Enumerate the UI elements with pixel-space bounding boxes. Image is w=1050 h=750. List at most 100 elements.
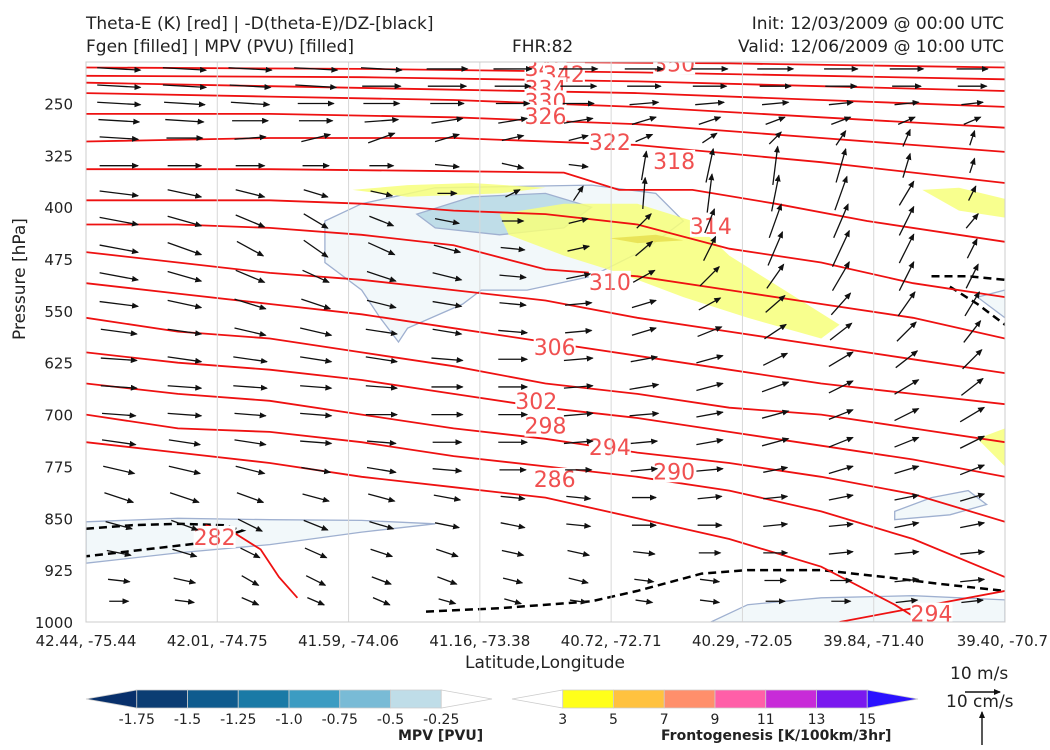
wind-vector (894, 576, 920, 583)
wind-vector (563, 438, 594, 445)
wind-vector (235, 269, 266, 283)
wind-vector (302, 493, 330, 503)
fgen-colorbar-swatch (714, 689, 767, 709)
theta-e-label-bg (193, 525, 236, 548)
wind-vector (235, 214, 266, 228)
wind-vector (172, 548, 198, 558)
mpv-colorbar-title: MPV [PVU] (398, 728, 484, 744)
wind-vector (303, 189, 329, 199)
wind-vector (501, 134, 525, 142)
fgen-colorbar-swatch (765, 689, 817, 709)
plot-frame (85, 61, 1006, 623)
y-tick-label: 1000 (35, 614, 73, 632)
wind-vector (99, 216, 140, 227)
mpv-colorbar-swatch (339, 689, 391, 709)
wind-vector (833, 203, 849, 239)
init-time: Init: 12/03/2009 @ 00:00 UTC (751, 14, 1004, 34)
wind-vector (433, 494, 462, 502)
wind-vector (168, 465, 202, 476)
wind-vector (241, 575, 260, 586)
wind-vector (369, 215, 395, 227)
wind-vector (229, 84, 272, 91)
wind-vector (371, 576, 392, 585)
mpv-colorbar-swatch (136, 689, 188, 709)
theta-e-label: 294 (910, 603, 952, 628)
fgen-colorbar-swatch (816, 689, 868, 709)
wind-vector (697, 493, 723, 500)
mpv-colorbar-tick: -1.75 (119, 712, 155, 728)
theta-e-label: 286 (534, 468, 576, 493)
wind-vector (698, 297, 722, 311)
theta-e-label: 318 (653, 150, 695, 175)
wind-vector (234, 298, 267, 310)
wind-vector (235, 189, 266, 199)
wind-vector (294, 66, 339, 73)
wind-vector (233, 384, 268, 391)
wind-vector (695, 99, 726, 106)
wind-vector (235, 465, 266, 475)
wind-vector (366, 439, 397, 446)
wind-vector (635, 240, 654, 257)
y-tick-label: 775 (44, 458, 73, 476)
stability-contour (931, 275, 1005, 282)
y-tick-label: 850 (44, 510, 73, 528)
wind-vector (965, 263, 979, 289)
wind-vector (173, 577, 197, 585)
wind-vector (167, 242, 203, 256)
wind-vector (366, 466, 397, 475)
wind-vector (234, 412, 267, 419)
theta-e-label: 326 (525, 105, 567, 130)
wind-vector (167, 328, 203, 337)
wind-vector (771, 174, 781, 212)
wind-vector (502, 577, 524, 585)
filled-fields (86, 183, 1005, 622)
wind-vector (960, 377, 984, 396)
wind-vector (300, 356, 333, 364)
theta-e-contour (86, 137, 1005, 184)
theta-e-contour (86, 413, 1005, 578)
theta-e-label-bg (588, 270, 631, 293)
wind-vector (963, 116, 982, 125)
axes: 250 325 400 475 550 625 700 775 850 925 100042.44,… (35, 61, 1048, 650)
wind-vector (167, 215, 203, 228)
theta-e-contour (86, 223, 1005, 340)
wind-vector (99, 190, 140, 198)
mpv-region (894, 489, 989, 521)
stability-contours (86, 275, 1005, 613)
wind-vector (100, 384, 138, 391)
y-tick-label: 925 (44, 562, 73, 580)
wind-vector (629, 382, 660, 390)
wind-vector (962, 348, 983, 370)
wind-vector (568, 217, 589, 225)
wind-vector (501, 162, 525, 170)
wind-vector (307, 597, 326, 606)
wind-vector (563, 116, 594, 124)
wind-vector (566, 495, 592, 502)
mpv-region (975, 289, 1005, 319)
wind-vector (894, 436, 920, 448)
wind-vector (105, 520, 133, 531)
wind-vector (897, 116, 916, 125)
theta-e-label-bg (910, 602, 953, 622)
wind-vector (763, 521, 789, 528)
wind-vector (894, 99, 920, 106)
theta-e-label: 294 (589, 436, 631, 461)
wind-vector (101, 412, 137, 419)
wind-vector (366, 299, 397, 310)
x-tick-label: 40.72, -72.71 (561, 632, 662, 650)
wind-vector (438, 598, 457, 605)
wind-vector (365, 384, 398, 391)
wind-vector (366, 270, 397, 283)
wind-vector (370, 190, 394, 198)
x-tick-label: 42.01, -74.75 (167, 632, 268, 650)
wind-vector (902, 152, 912, 178)
wind-vector (828, 99, 854, 106)
wind-vector (629, 99, 660, 106)
wind-vector (704, 208, 716, 234)
wind-vector (301, 466, 332, 475)
wind-vector (635, 598, 654, 605)
wind-vector (302, 269, 330, 283)
wind-vector (835, 147, 847, 183)
wind-vector (959, 464, 986, 476)
theta-e-contour (86, 382, 1005, 523)
